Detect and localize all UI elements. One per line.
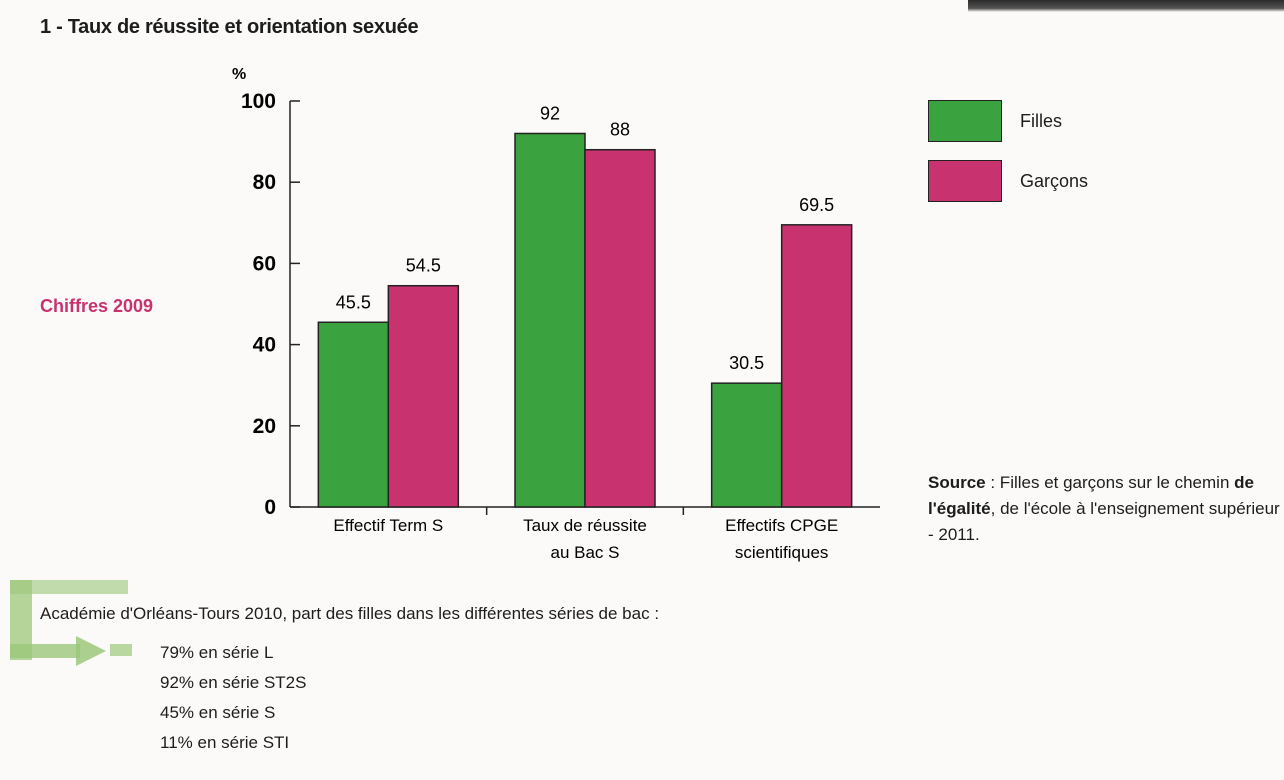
chart-title: 1 - Taux de réussite et orientation sexu…: [40, 16, 419, 38]
x-tick-label: Effectif Term S: [333, 516, 443, 535]
legend-label-garcons: Garçons: [1020, 170, 1089, 191]
source-bold: de l'égalité: [928, 473, 1254, 518]
data-label: 54.5: [406, 256, 441, 276]
data-label: 92: [540, 103, 560, 123]
y-tick-label: 60: [253, 252, 276, 275]
bar-garcons: [584, 148, 656, 508]
bar-filles: [514, 132, 586, 508]
x-tick-label: Effectifs CPGE scientifiques: [725, 516, 838, 562]
bar-chart: % 0 20 40 60 80 100 45.5 54.5 Effectif Term S 92 88…: [232, 66, 880, 562]
list-item: 79% en série L: [160, 643, 274, 662]
y-tick-label: 40: [253, 334, 276, 357]
source-text-2: , de l'école à l'enseignement supérieur …: [928, 499, 1280, 544]
legend-swatch-garcons: [928, 160, 1002, 202]
bar-garcons: [387, 284, 460, 508]
source-note: Source : Filles et garçons sur le chemin…: [928, 470, 1280, 548]
y-axis-unit: %: [232, 66, 246, 83]
legend-label-filles: Filles: [1020, 110, 1063, 131]
x-tick-label: Taux de réussite au Bac S: [523, 516, 647, 562]
bar-filles: [317, 321, 390, 508]
y-tick-label: 0: [264, 496, 276, 519]
bar-filles: [710, 382, 783, 508]
legend-item-garcons: Garçons: [928, 160, 1088, 202]
year-note: Chiffres 2009: [40, 296, 154, 316]
series-share-list: 79% en série L 92% en série ST2S 45% en …: [160, 638, 306, 758]
source-label: Source: [928, 473, 986, 492]
data-label: 69.5: [799, 195, 834, 215]
bar-garcons: [780, 224, 853, 508]
scan-edge-shadow: [968, 0, 1284, 12]
y-tick-label: 100: [241, 90, 276, 113]
legend-item-filles: Filles: [928, 100, 1062, 142]
y-tick-label: 80: [253, 171, 276, 194]
data-label: 88: [610, 120, 630, 140]
data-label: 45.5: [336, 292, 371, 312]
arrow-icon: [10, 580, 132, 666]
list-item: 92% en série ST2S: [160, 673, 307, 692]
list-item: 45% en série S: [160, 703, 276, 722]
data-label: 30.5: [729, 353, 764, 373]
legend-swatch-filles: [928, 100, 1002, 142]
y-tick-label: 20: [253, 415, 276, 438]
source-text-1: : Filles et garçons sur le chemin: [985, 473, 1235, 492]
list-item: 11% en série STI: [160, 733, 290, 752]
academie-heading: Académie d'Orléans-Tours 2010, part des …: [40, 604, 660, 623]
